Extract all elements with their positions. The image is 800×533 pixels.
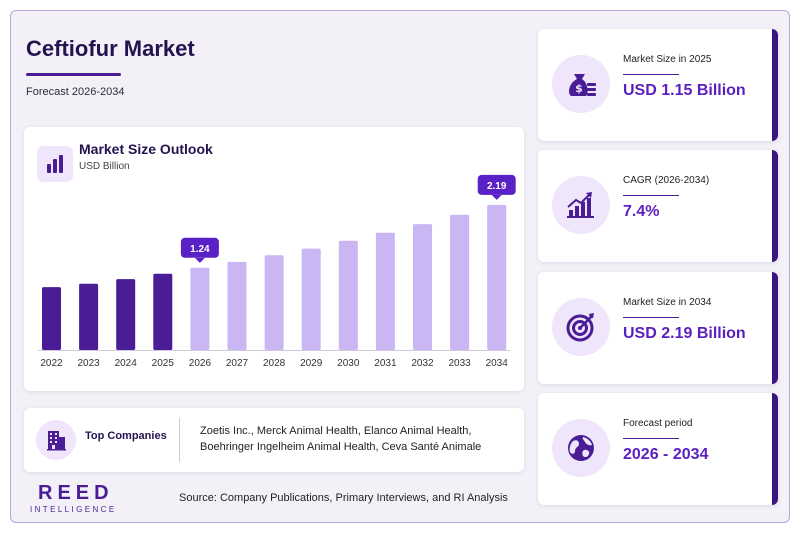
bar-2033 (450, 214, 470, 350)
stat-rule (623, 317, 679, 318)
globe-icon (552, 419, 610, 477)
svg-text:2.19: 2.19 (487, 181, 507, 192)
bar-2034 (487, 204, 507, 350)
source-note: Source: Company Publications, Primary In… (179, 492, 508, 504)
x-tick-label: 2024 (115, 358, 138, 369)
top-companies-card: Top Companies Zoetis Inc., Merck Animal … (24, 408, 524, 472)
svg-text:1.24: 1.24 (190, 244, 210, 255)
bar-2027 (227, 261, 247, 350)
companies-line-1: Zoetis Inc., Merck Animal Health, Elanco… (200, 425, 472, 437)
chart-title: Market Size Outlook (79, 141, 213, 157)
stat-card-cagr: CAGR (2026-2034) 7.4% (538, 150, 778, 262)
bar-chart: 2022 2023 2024 2025 2026 2027 2028 2029 2030 2031… (38, 174, 516, 369)
companies-list: Zoetis Inc., Merck Animal Health, Elanco… (200, 423, 510, 455)
data-label-2034: 2.19 (477, 174, 516, 200)
x-tick-label: 2030 (337, 358, 360, 369)
x-tick-label: 2032 (411, 358, 434, 369)
stat-card-market-2025: $ Market Size in 2025 USD 1.15 Billion (538, 29, 778, 141)
stat-label: Market Size in 2025 (623, 54, 712, 65)
money-bag-icon: $ (552, 55, 610, 113)
stat-value: 7.4% (623, 203, 660, 220)
bar-2022 (42, 287, 61, 350)
x-tick-label: 2027 (226, 358, 249, 369)
data-label-2026: 1.24 (180, 237, 219, 263)
x-tick-label: 2026 (189, 358, 212, 369)
growth-chart-icon (552, 176, 610, 234)
bar-2029 (301, 248, 321, 350)
stat-rule (623, 74, 679, 75)
stat-value: USD 2.19 Billion (623, 325, 746, 342)
bar-2028 (264, 255, 284, 350)
chart-card: Market Size Outlook USD Billion 2022 2023… (24, 127, 524, 391)
x-tick-label: 2031 (374, 358, 397, 369)
title-underline (26, 73, 121, 76)
x-tick-label: 2033 (448, 358, 471, 369)
bar-2030 (338, 240, 358, 350)
top-companies-label: Top Companies (85, 430, 167, 442)
bar-2024 (116, 279, 136, 350)
x-tick-label: 2029 (300, 358, 323, 369)
svg-text:$: $ (575, 82, 583, 95)
bar-2025 (153, 273, 173, 350)
bar-2026 (190, 267, 210, 350)
x-tick-label: 2022 (40, 358, 63, 369)
page-title: Ceftiofur Market (26, 36, 195, 61)
x-tick-label: 2023 (77, 358, 100, 369)
stat-card-forecast-period: Forecast period 2026 - 2034 (538, 393, 778, 505)
bar-2032 (413, 224, 432, 350)
brand-logo: REED (38, 482, 114, 504)
page-subtitle: Forecast 2026-2034 (26, 86, 125, 98)
bar-chart-icon (37, 146, 73, 182)
bar-2031 (375, 232, 395, 350)
stat-label: Forecast period (623, 418, 693, 429)
building-icon (36, 420, 76, 460)
stat-card-market-2034: Market Size in 2034 USD 2.19 Billion (538, 272, 778, 384)
chart-unit: USD Billion (79, 161, 130, 172)
brand-tagline: INTELLIGENCE (30, 505, 117, 514)
x-tick-label: 2025 (152, 358, 175, 369)
bar-2023 (79, 283, 99, 351)
companies-divider (179, 418, 180, 462)
stat-label: CAGR (2026-2034) (623, 175, 710, 186)
target-icon (552, 298, 610, 356)
stat-rule (623, 195, 679, 196)
companies-line-2: Boehringer Ingelheim Animal Health, Ceva… (200, 441, 482, 453)
stat-label: Market Size in 2034 (623, 297, 712, 308)
x-tick-label: 2028 (263, 358, 286, 369)
stat-value: USD 1.15 Billion (623, 82, 746, 99)
x-tick-label: 2034 (486, 358, 509, 369)
stat-rule (623, 438, 679, 439)
stat-value: 2026 - 2034 (623, 446, 709, 463)
